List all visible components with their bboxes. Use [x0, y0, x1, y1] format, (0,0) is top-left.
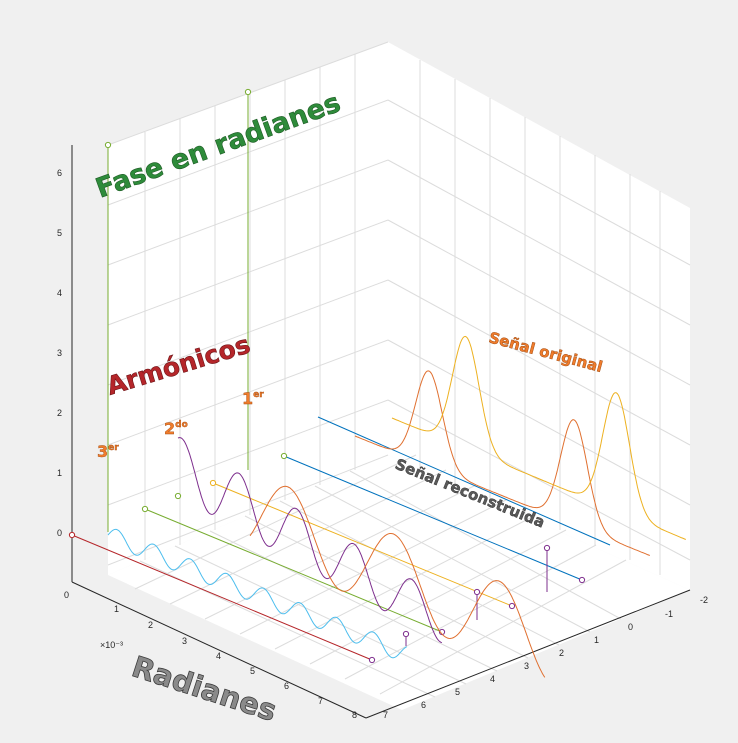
series-line-original-yellow: [391, 335, 686, 540]
z-tick-label: 3: [57, 348, 62, 358]
baseline-blue: [283, 455, 583, 581]
y-tick-label: 7: [318, 696, 323, 706]
stem-marker: [141, 505, 149, 513]
x-tick-label: 4: [490, 674, 495, 684]
stem-marker: [104, 141, 112, 149]
baseline-blue-back: [317, 416, 611, 546]
y-axis-ticks: 0 1 2 3 4 5 6 7 8: [64, 590, 357, 720]
z-tick-label: 6: [57, 168, 62, 178]
baseline-2nd: [144, 508, 443, 633]
baseline-3rd: [71, 534, 373, 661]
x-tick-label: 2: [559, 648, 564, 658]
z-axis-ticks: 0 1 2 3 4 5 6: [57, 168, 62, 538]
stem-marker: [508, 602, 516, 610]
x-tick-label: 6: [421, 700, 426, 710]
x-tick-label: -2: [700, 595, 708, 605]
stem-marker: [473, 588, 481, 596]
y-axis-exponent: ×10⁻³: [100, 640, 123, 650]
stem-marker: [368, 656, 376, 664]
z-tick-label: 4: [57, 288, 62, 298]
series-line-original-orange: [354, 370, 650, 556]
grid-walls: [71, 41, 691, 719]
z-tick-label: 1: [57, 468, 62, 478]
y-tick-label: 0: [64, 590, 69, 600]
x-tick-label: 0: [628, 622, 633, 632]
y-tick-label: 6: [284, 681, 289, 691]
stem-marker: [402, 630, 410, 638]
series-line-harmonic-cyan: [107, 528, 408, 659]
stem-marker: [244, 88, 252, 96]
z-tick-label: 5: [57, 228, 62, 238]
stem-marker: [578, 576, 586, 584]
annotation-radianes: Radianes: [128, 649, 281, 728]
y-tick-label: 3: [182, 636, 187, 646]
y-tick-label: 5: [250, 666, 255, 676]
z-tick-label: 2: [57, 408, 62, 418]
annotation-primero: 1er: [242, 389, 264, 408]
x-tick-label: 7: [383, 710, 388, 720]
y-tick-label: 8: [352, 710, 357, 720]
annotation-segundo: 2do: [164, 419, 188, 438]
stem-marker: [543, 544, 551, 552]
y-tick-label: 1: [114, 604, 119, 614]
x-tick-label: 1: [594, 635, 599, 645]
x-axis-ticks: -2 -1 0 1 2 3 4 5 6 7: [383, 595, 708, 720]
z-tick-label: 0: [57, 528, 62, 538]
stem-marker: [174, 492, 182, 500]
x-tick-label: -1: [665, 609, 673, 619]
x-tick-label: 3: [524, 661, 529, 671]
y-tick-label: 4: [216, 651, 221, 661]
series-group: [68, 88, 686, 678]
baseline-yellow: [212, 482, 513, 607]
y-tick-label: 2: [148, 620, 153, 630]
x-tick-label: 5: [455, 687, 460, 697]
annotation-tercero: 3er: [97, 442, 119, 461]
series-line-reconstructed: [249, 485, 546, 678]
stem-marker: [209, 479, 217, 487]
series-line-harmonic-purple: [177, 437, 443, 644]
stem-marker: [68, 531, 76, 539]
stem-marker: [280, 452, 288, 460]
